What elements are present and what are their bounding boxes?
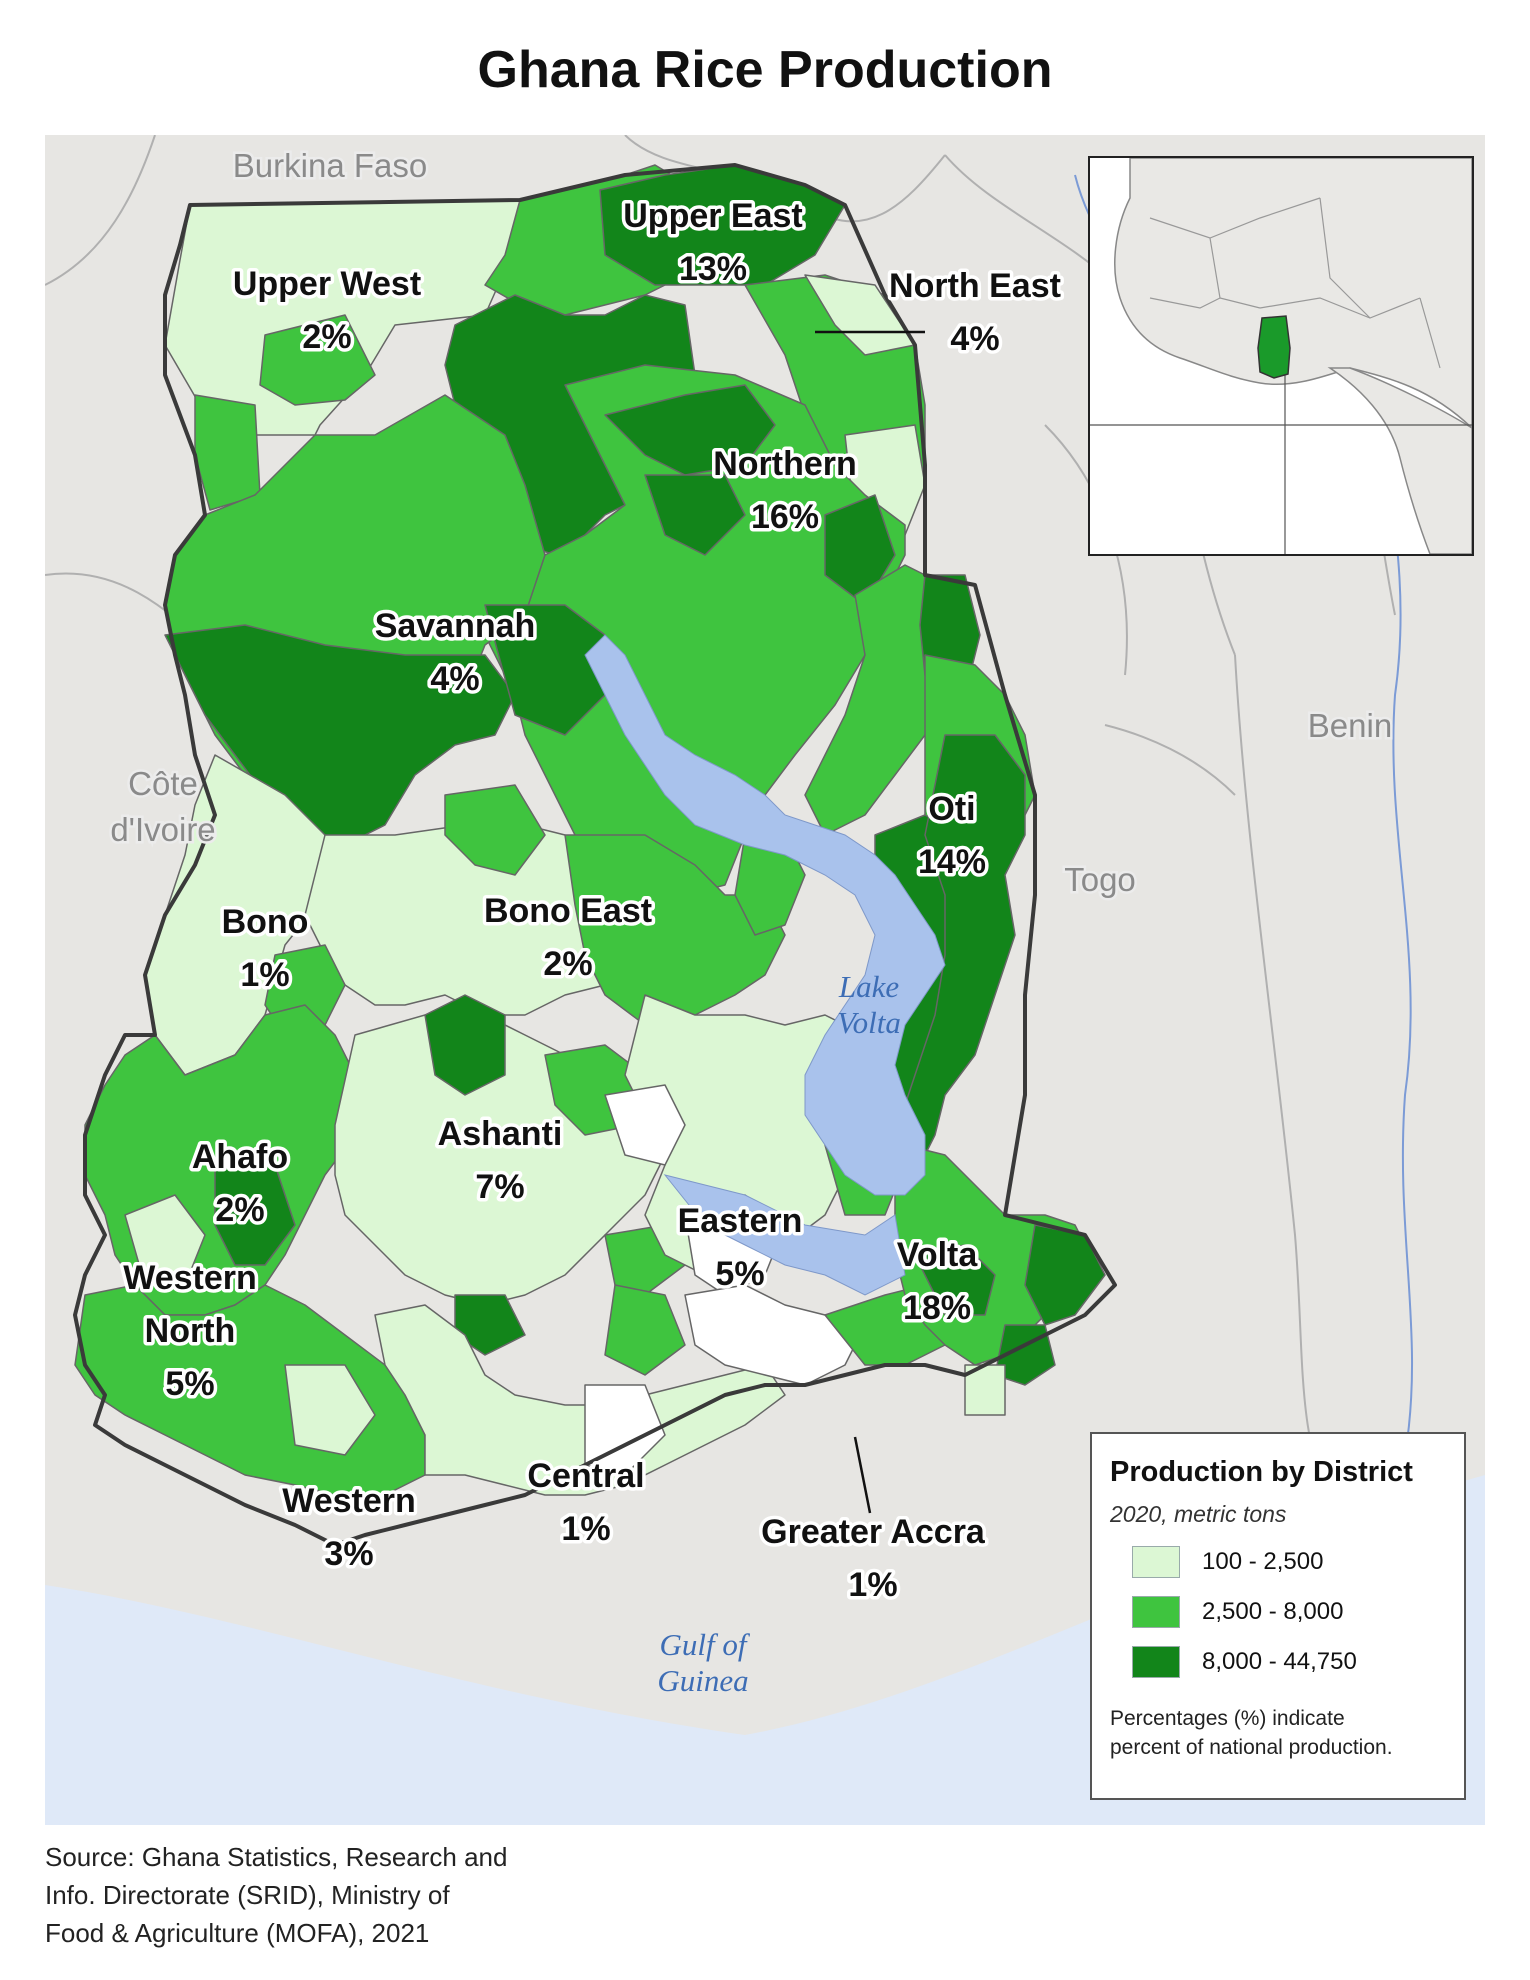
water-label-lake-line2: Volta [837,1005,901,1040]
inset-locator-map [1088,156,1474,556]
region-labels: Upper East 13% Upper West 2% North East … [120,194,1065,1608]
region-pct-upper-west: 2% [302,318,351,356]
legend-subtitle: 2020, metric tons [1110,1501,1287,1527]
region-pct-ahafo: 2% [215,1191,264,1229]
region-name-oti: Oti [928,790,975,828]
legend-title: Production by District [1110,1456,1413,1488]
source-note: Source: Ghana Statistics, Research and I… [45,1838,605,1952]
region-name-bono: Bono [222,903,309,941]
source-line3: Food & Agriculture (MOFA), 2021 [45,1918,430,1948]
region-pct-volta: 18% [903,1289,971,1327]
greater-accra-leader-line [853,1436,872,1514]
legend-swatch-high [1132,1646,1180,1678]
region-name-bono-east: Bono East [484,892,652,930]
region-name-ashanti: Ashanti [438,1115,563,1153]
inset-ghana-highlight [1257,315,1291,379]
region-pct-savannah: 4% [430,660,479,698]
legend-label-medium: 2,500 - 8,000 [1202,1598,1344,1625]
region-name-northern: Northern [713,445,857,483]
region-name-upper-east: Upper East [623,197,803,235]
country-label-benin: Benin [1308,707,1392,744]
legend-label-high: 8,000 - 44,750 [1202,1648,1357,1675]
legend-note: Percentages (%) indicate percent of nati… [1110,1704,1446,1762]
region-name-western-north-line1: Western [123,1259,257,1297]
region-pct-central: 1% [561,1510,610,1548]
region-pct-upper-east: 13% [679,250,747,288]
inset-borders [1149,197,1441,369]
country-label-togo: Togo [1064,861,1136,898]
legend-note-line1: Percentages (%) indicate [1110,1707,1345,1730]
inset-central-africa [1327,367,1472,554]
inset-map [1090,158,1472,554]
region-name-central: Central [527,1457,644,1495]
region-pct-north-east: 4% [950,320,999,358]
region-name-eastern: Eastern [678,1202,803,1240]
region-name-upper-west: Upper West [233,265,421,303]
lake-volta [584,634,946,1196]
region-pct-northern: 16% [751,498,819,536]
country-label-cote-divoire-line1: Côte [128,765,198,802]
region-name-western: Western [282,1482,416,1520]
region-pct-eastern: 5% [715,1255,764,1293]
lake-volta-south [663,1174,906,1296]
legend-row-high: 8,000 - 44,750 [1132,1646,1446,1678]
water-label-lake-line1: Lake [838,969,900,1004]
ghana-outline [73,163,1117,1547]
region-pct-western-north: 5% [165,1365,214,1403]
region-name-ahafo: Ahafo [192,1138,288,1176]
region-name-savannah: Savannah [375,607,536,645]
region-name-north-east: North East [889,267,1061,305]
map-title: Ghana Rice Production [477,41,1053,99]
region-pct-bono: 1% [240,956,289,994]
country-label-cote-divoire-line2: d'Ivoire [110,811,215,848]
region-pct-ashanti: 7% [475,1168,524,1206]
legend-swatch-medium [1132,1596,1180,1628]
legend-row-medium: 2,500 - 8,000 [1132,1596,1446,1628]
legend: Production by District 2020, metric tons… [1090,1432,1466,1800]
region-name-volta: Volta [897,1236,979,1274]
country-label-burkina-faso: Burkina Faso [233,147,427,184]
region-name-western-north-line2: North [145,1312,236,1350]
legend-label-low: 100 - 2,500 [1202,1548,1324,1575]
water-label-gulf-line2: Guinea [657,1663,748,1698]
inset-west-africa [1114,158,1472,430]
water-label-gulf-line1: Gulf of [660,1627,751,1662]
region-pct-western: 3% [324,1535,373,1573]
region-pct-bono-east: 2% [543,945,592,983]
legend-swatch-low [1132,1546,1180,1578]
source-line1: Source: Ghana Statistics, Research and [45,1842,508,1872]
source-line2: Info. Directorate (SRID), Ministry of [45,1880,450,1910]
region-pct-oti: 14% [918,843,986,881]
legend-note-line2: percent of national production. [1110,1736,1393,1759]
legend-row-low: 100 - 2,500 [1132,1546,1446,1578]
region-pct-greater-accra: 1% [848,1566,897,1604]
region-name-greater-accra: Greater Accra [761,1513,986,1551]
